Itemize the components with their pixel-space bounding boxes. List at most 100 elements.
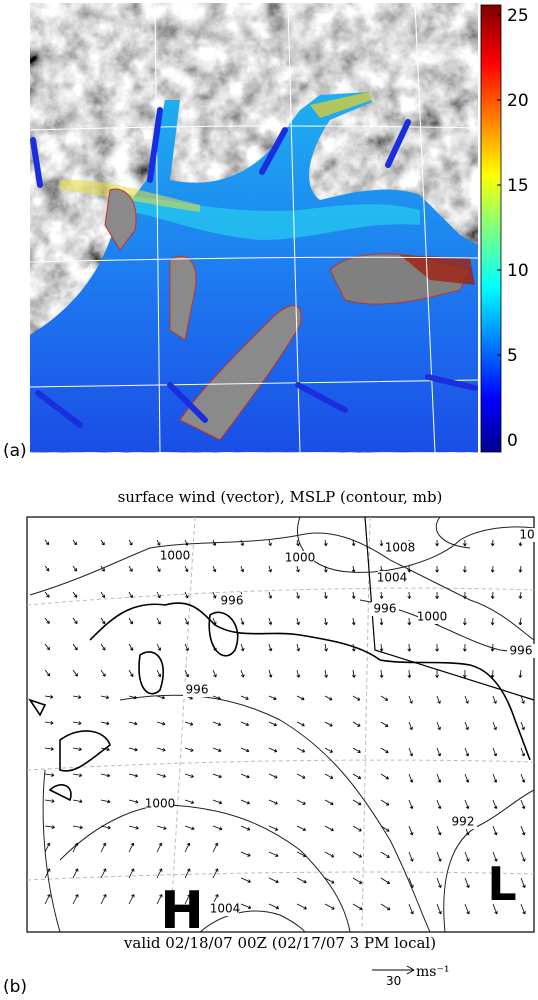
contour-label-bg [513, 528, 538, 542]
wind-vector [100, 591, 106, 598]
wind-vector [156, 617, 161, 625]
wind-vector [462, 565, 467, 573]
wind-vector [352, 773, 362, 780]
wind-vector [128, 617, 133, 625]
wind-vector [352, 721, 361, 727]
scale-value: 30 [386, 974, 401, 988]
wind-vector [44, 694, 54, 699]
wind-vector [464, 877, 470, 889]
wind-vector [128, 669, 134, 677]
wind-vector [436, 903, 442, 915]
colorbar-ticks: 0 5 10 15 20 25 [497, 6, 529, 451]
wind-vector [100, 842, 107, 853]
wind-vector [379, 669, 384, 678]
colorbar-tick-label: 20 [507, 91, 529, 111]
wind-vector [72, 825, 83, 830]
wind-vector [240, 565, 245, 573]
wind-vector [72, 539, 77, 546]
wind-vector [436, 851, 442, 862]
contour-label-bg [449, 815, 477, 829]
wind-vector [324, 617, 328, 626]
wind-vector [520, 721, 525, 731]
wind-vector [128, 591, 133, 599]
wind-vector [184, 721, 194, 726]
wind-vector [380, 799, 390, 806]
wind-vector [212, 643, 217, 652]
wind-vector [184, 617, 189, 625]
wind-vector [212, 617, 217, 625]
wind-vector [72, 721, 82, 725]
wind-vector [240, 851, 251, 857]
wind-vector [436, 773, 442, 783]
wind-vector [352, 851, 362, 858]
wind-vector [408, 799, 414, 810]
map-title: surface wind (vector), MSLP (contour, mb… [118, 488, 443, 506]
wind-vector [408, 721, 413, 731]
wind-vector [408, 877, 414, 889]
wind-vector [296, 721, 305, 727]
wind-vector [128, 747, 138, 752]
wind-vector [464, 773, 470, 783]
wind-vector [352, 747, 361, 753]
wind-vector [352, 799, 362, 806]
wind-vector [44, 721, 54, 725]
wind-vector [156, 591, 161, 599]
wind-vector [296, 851, 307, 858]
wind-vector [184, 643, 189, 651]
wind-vector [436, 721, 441, 731]
wind-vector [44, 539, 50, 546]
wind-vector [72, 617, 78, 625]
wind-vector [324, 695, 333, 701]
wind-vector [464, 747, 470, 757]
wind-vector [128, 643, 134, 651]
wind-vector [462, 617, 467, 626]
wind-vector [156, 773, 166, 778]
sar-image [30, 3, 478, 453]
wind-vector [464, 851, 470, 862]
wind-vector [240, 747, 250, 753]
wind-vector [44, 868, 51, 879]
wind-vector [379, 539, 384, 547]
wind-vector [268, 773, 278, 779]
contour-label: 992 [452, 815, 475, 829]
wind-vector [352, 903, 363, 910]
contour-label: 1004 [210, 902, 241, 916]
wind-vector [324, 851, 335, 858]
wind-vector [490, 643, 495, 652]
wind-vector [184, 747, 194, 752]
scale-arrow: 30 ms⁻¹ [372, 964, 449, 988]
wind-vector [520, 903, 526, 915]
wind-vector [351, 539, 356, 547]
wind-vector [492, 877, 498, 889]
wind-vector [44, 894, 51, 905]
wind-vector [212, 868, 219, 879]
wind-vector [380, 747, 389, 754]
wind-vector [268, 539, 272, 547]
wind-vector [296, 773, 306, 779]
contour-label-bg [183, 683, 211, 697]
wind-vector [184, 894, 191, 905]
wind-vector [436, 695, 441, 704]
wind-vector [296, 903, 307, 910]
wind-vector [44, 643, 50, 651]
wind-vector [408, 903, 414, 915]
wind-vector [128, 695, 138, 700]
wind-vector [520, 851, 526, 862]
wind-vector [72, 842, 79, 853]
wind-vector [492, 799, 498, 810]
wind-vector [435, 565, 439, 573]
wind-vector [436, 877, 442, 889]
wind-vector [240, 773, 250, 779]
wind-vector [380, 851, 390, 858]
wind-vector [268, 643, 273, 652]
wind-vector [490, 591, 495, 599]
wind-vector [184, 868, 191, 879]
wind-vector [324, 877, 335, 884]
wind-vector [324, 773, 334, 779]
wind-vector [464, 799, 470, 810]
wind-vector [462, 591, 467, 599]
wind-vector [380, 695, 389, 701]
wind-vector [156, 825, 167, 830]
wind-vector [156, 894, 163, 905]
wind-vector [44, 799, 55, 803]
